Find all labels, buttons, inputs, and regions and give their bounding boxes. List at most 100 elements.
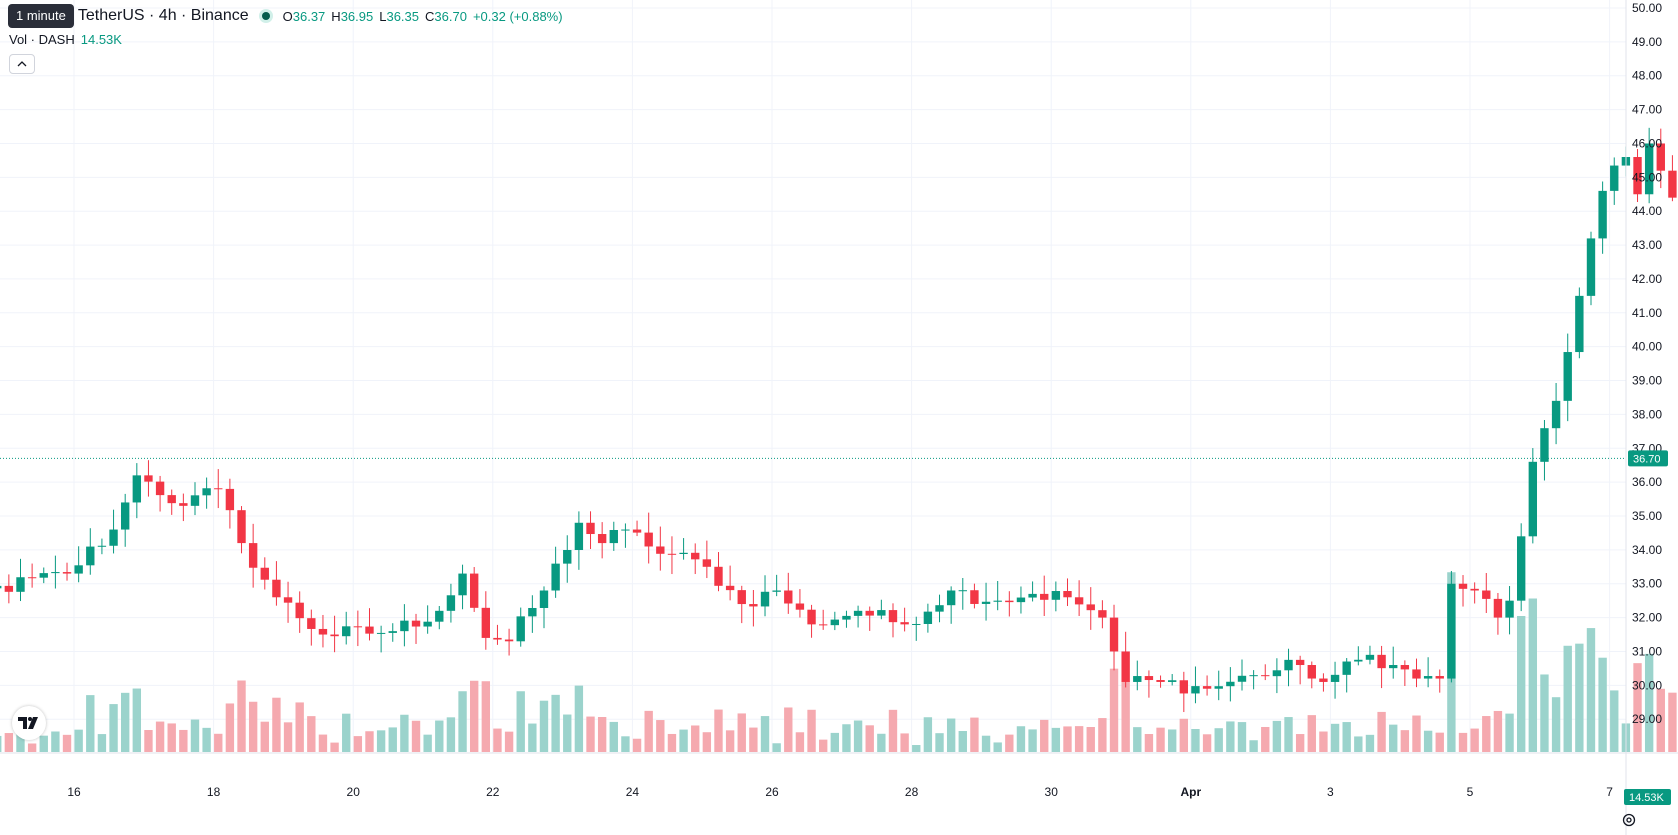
time-tick-label: 26 xyxy=(765,785,779,799)
candle-body xyxy=(539,590,549,608)
volume-bar xyxy=(574,685,584,752)
volume-bar xyxy=(1237,722,1247,752)
volume-bar xyxy=(39,735,48,752)
candle-body xyxy=(202,488,211,496)
price-tick-label: 33.00 xyxy=(1632,577,1662,591)
volume-bar xyxy=(621,736,630,752)
candle-body xyxy=(400,620,409,632)
volume-bar xyxy=(1644,653,1654,752)
volume-bar xyxy=(1563,645,1572,752)
candle-body xyxy=(1505,600,1514,618)
volume-bar xyxy=(830,732,840,752)
volume-bar xyxy=(307,716,316,752)
candle-body xyxy=(1610,165,1619,191)
candle-body xyxy=(597,534,607,544)
volume-bar xyxy=(853,720,863,752)
candle-body xyxy=(737,590,746,605)
volume-bar xyxy=(481,681,491,752)
candle-body xyxy=(1575,295,1584,353)
candle-body xyxy=(1354,659,1363,662)
volume-bar xyxy=(400,714,409,752)
volume-bar xyxy=(970,717,979,752)
volume-bar xyxy=(1540,674,1549,752)
candle-body xyxy=(1005,600,1014,603)
candle-body xyxy=(318,628,328,635)
ohlc-open: O36.37 xyxy=(283,9,326,24)
candle-body xyxy=(388,631,397,633)
gear-icon[interactable] xyxy=(1619,810,1639,830)
price-tick-label: 45.00 xyxy=(1632,170,1662,184)
candle-body xyxy=(283,597,293,603)
ohlc-open-label: O xyxy=(282,8,293,24)
price-tick-label: 31.00 xyxy=(1632,644,1662,658)
candle-body xyxy=(702,559,712,567)
candle-body xyxy=(1493,598,1503,618)
candle-body xyxy=(1272,670,1282,677)
symbol-title[interactable]: TetherUS · 4h · Binance xyxy=(77,7,249,24)
candle-body xyxy=(1458,583,1468,589)
volume-bar xyxy=(1272,720,1282,752)
price-axis[interactable]: 29.00 30.00 31.00 32.00 33.00 34.00 35.00 36.00… xyxy=(1625,0,1662,835)
price-tick-label: 43.00 xyxy=(1632,238,1662,252)
candle-body xyxy=(1540,428,1549,462)
candle-body xyxy=(563,550,572,564)
ohlc-high-label: H xyxy=(331,8,341,24)
ohlc-high: H36.95 xyxy=(331,9,373,24)
candle-body xyxy=(749,604,758,607)
volume-bar xyxy=(516,691,525,752)
candle-body xyxy=(830,619,840,626)
candle-body xyxy=(1516,536,1526,601)
candle-body xyxy=(248,543,258,568)
candle-body xyxy=(923,611,933,624)
volume-bar xyxy=(725,730,735,752)
collapse-legend-button[interactable] xyxy=(9,54,35,74)
ohlc-low-value: 36.35 xyxy=(386,8,420,24)
time-tick-label: 20 xyxy=(347,785,361,799)
candle-body xyxy=(935,605,944,612)
candle-body xyxy=(609,529,618,544)
candle-body xyxy=(1074,597,1084,605)
time-tick-label: Apr xyxy=(1180,785,1201,799)
candle-body xyxy=(1191,686,1200,694)
market-status-icon[interactable] xyxy=(258,9,273,23)
time-tick-label: 18 xyxy=(207,785,221,799)
candle-body xyxy=(1400,665,1410,670)
volume-bar xyxy=(714,709,723,752)
volume-legend[interactable]: Vol · DASH 14.53K xyxy=(9,32,122,47)
volume-bar xyxy=(609,721,618,752)
tradingview-logo-glyph xyxy=(18,717,38,729)
volume-bar xyxy=(1016,726,1026,752)
candle-body xyxy=(946,590,956,606)
volume-bar xyxy=(795,732,805,752)
candle-body xyxy=(1261,675,1270,677)
candle-body xyxy=(132,475,142,503)
volume-bar xyxy=(818,739,828,752)
volume-bar xyxy=(1470,728,1479,752)
volume-bar xyxy=(1028,729,1037,752)
candle-body xyxy=(214,488,223,490)
candle-body xyxy=(1668,170,1677,198)
volume-bar xyxy=(1412,715,1421,752)
chevron-up-icon xyxy=(17,61,27,67)
volume-bar xyxy=(632,738,642,752)
price-tick-label: 39.00 xyxy=(1632,374,1662,388)
candle-body xyxy=(179,503,188,506)
tradingview-logo-icon[interactable] xyxy=(12,706,46,740)
ohlc-close-label: C xyxy=(425,8,435,24)
price-tick-label: 47.00 xyxy=(1632,103,1662,117)
candle-body xyxy=(1051,591,1061,600)
volume-bar xyxy=(97,734,107,752)
candle-body xyxy=(586,522,595,535)
candle-body xyxy=(1063,591,1072,598)
price-tick-label: 44.00 xyxy=(1632,204,1662,218)
candle-body xyxy=(1144,676,1154,681)
volume-bar xyxy=(1191,728,1200,752)
candle-body xyxy=(1563,352,1572,401)
volume-bar xyxy=(1319,731,1328,752)
candle-body xyxy=(51,572,60,574)
time-axis[interactable]: 141618202224262830Apr3579111315171921232… xyxy=(0,752,1678,799)
price-tick-label: 40.00 xyxy=(1632,340,1662,354)
volume-bar xyxy=(1179,718,1189,752)
